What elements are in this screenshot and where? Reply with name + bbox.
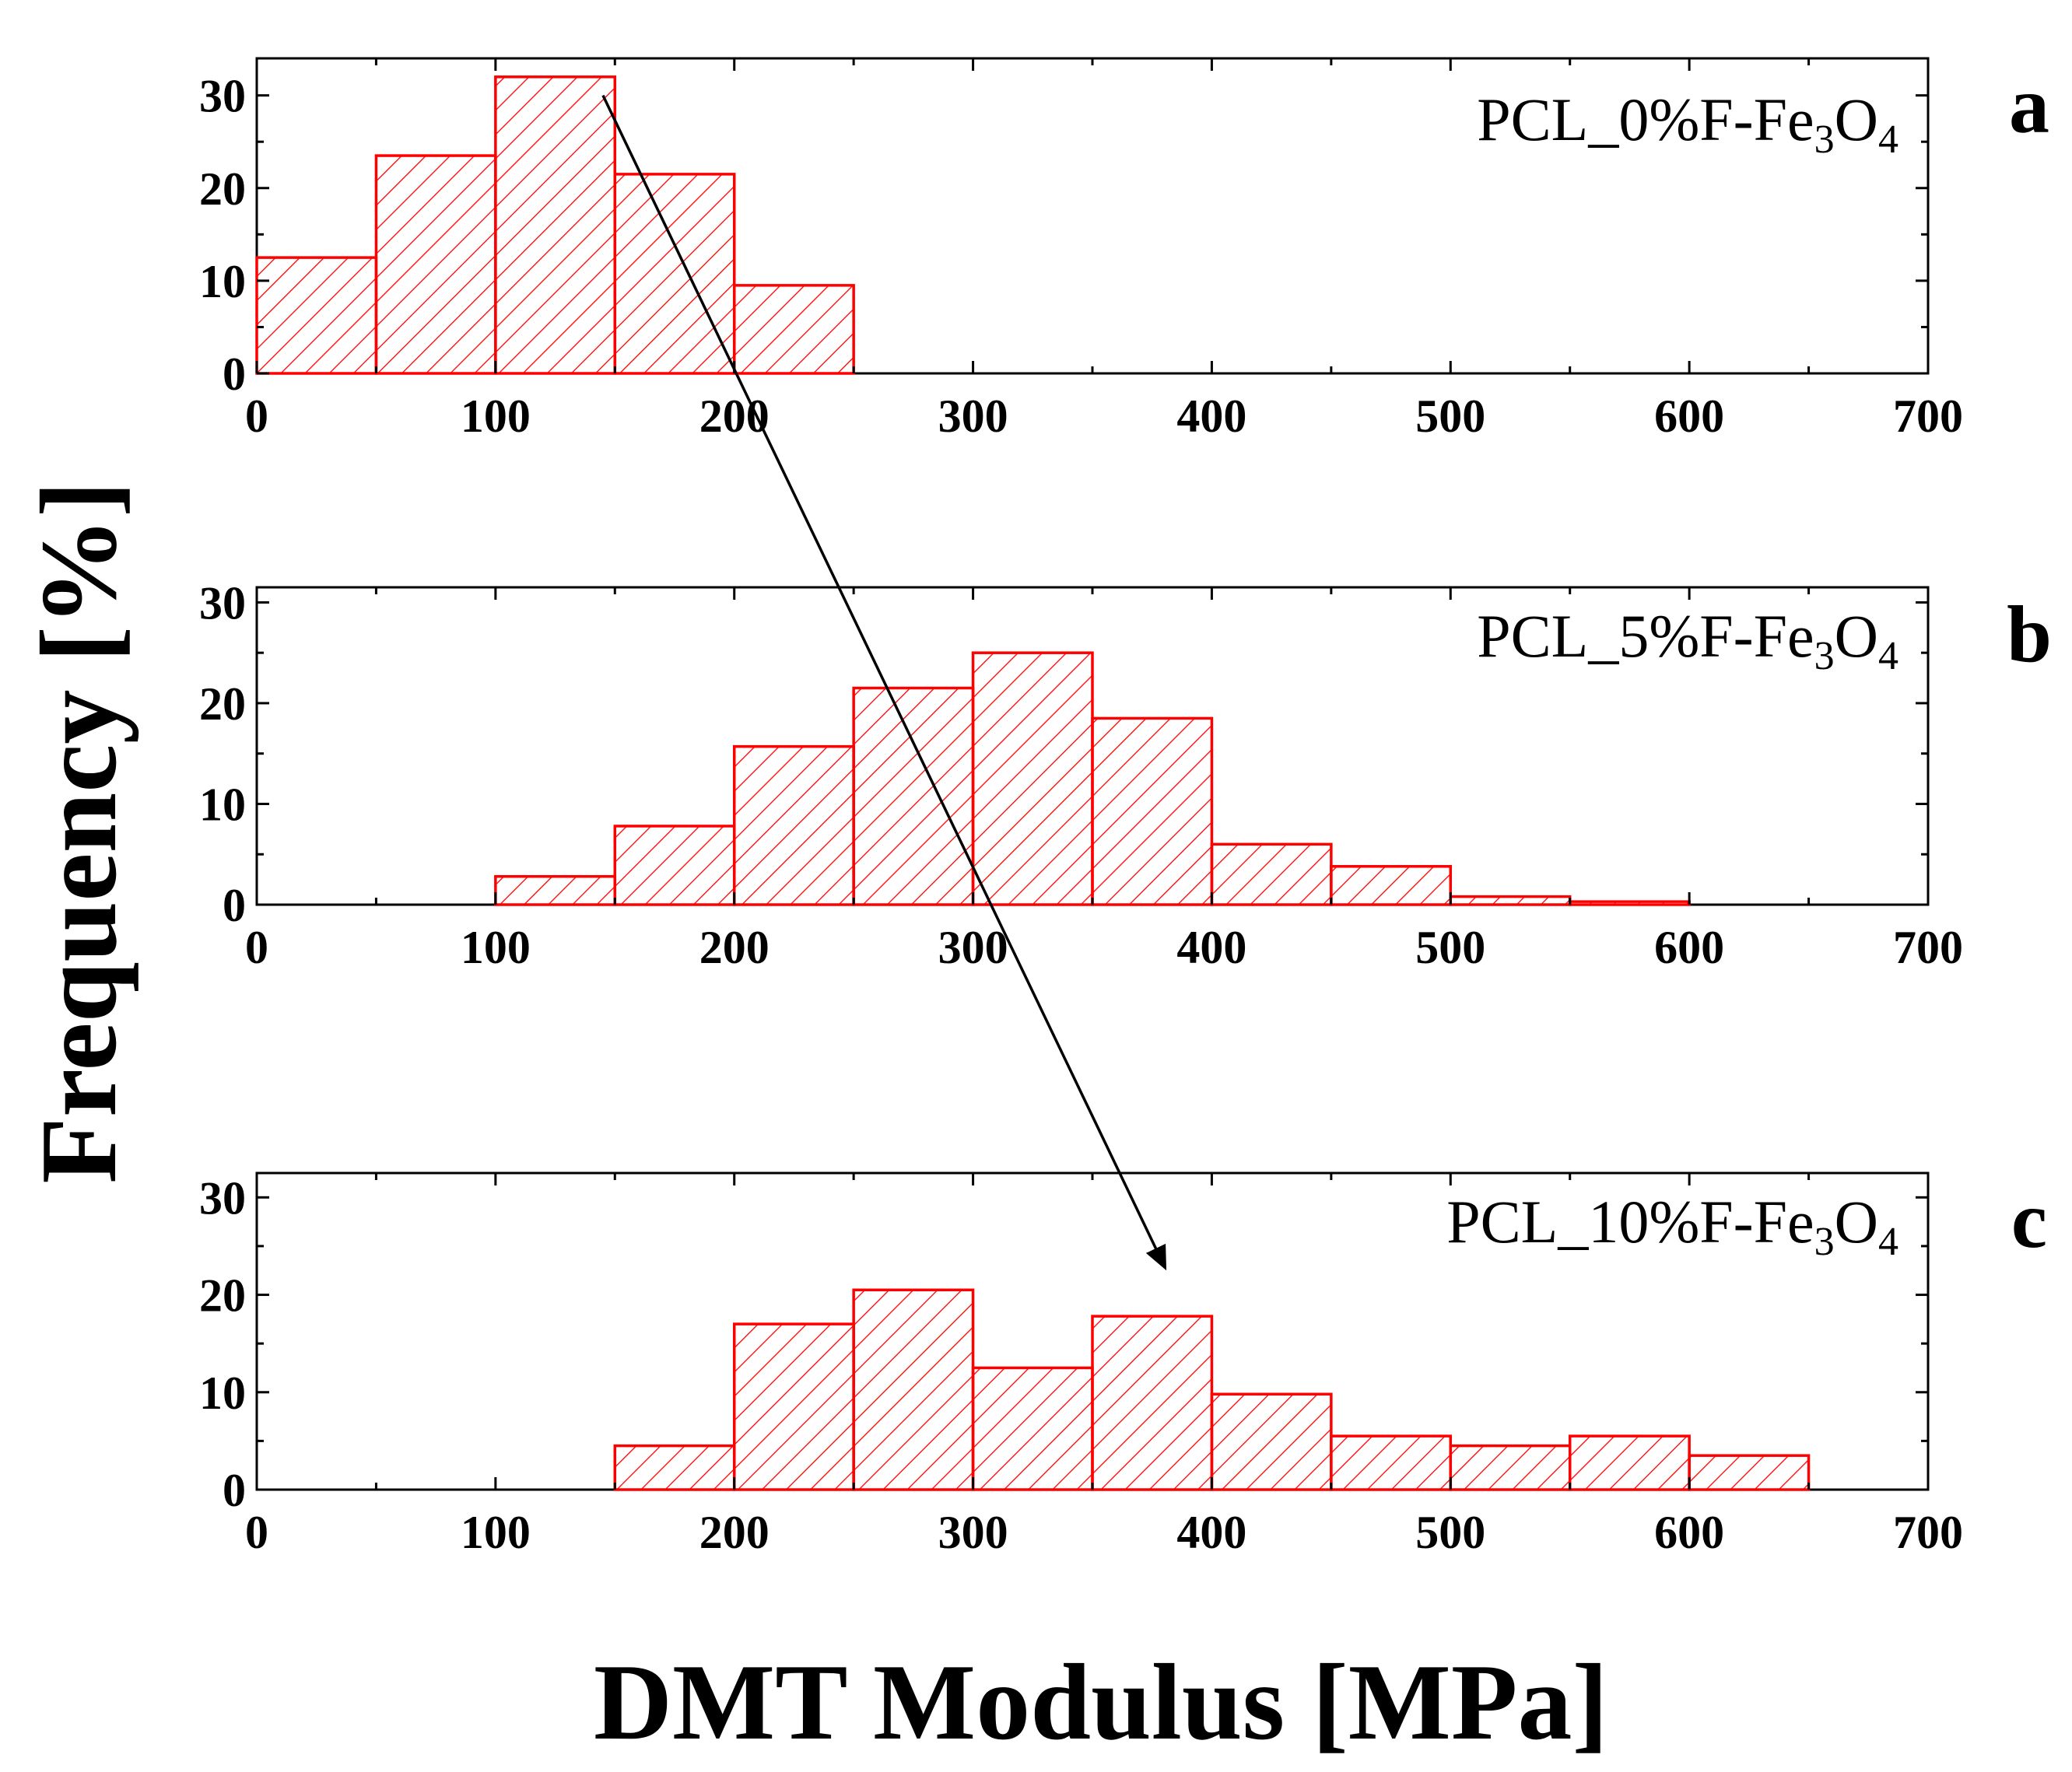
- histogram-bar: [1330, 865, 1453, 906]
- x-tick-label: 500: [1415, 390, 1485, 442]
- x-tick-label: 0: [245, 390, 268, 442]
- x-tick-label: 300: [938, 390, 1008, 442]
- y-tick-label: 30: [199, 1172, 246, 1224]
- histogram-bar: [374, 154, 497, 375]
- panel-letter: c: [2011, 1175, 2047, 1265]
- sample-label: PCL_10%F-Fe3O4: [1446, 1188, 1898, 1264]
- histogram-bar: [613, 1444, 736, 1491]
- panel-a-histogram: 0 100 200 300 400 500 600 700 0 10 20 30 PCL_0%F-Fe3…: [199, 57, 2049, 442]
- histogram-bar: [852, 686, 975, 906]
- x-tick-label: 200: [699, 1507, 770, 1558]
- x-tick-label: 100: [461, 922, 531, 973]
- histogram-bar: [732, 1322, 855, 1491]
- x-tick-label: 700: [1893, 1507, 1963, 1558]
- x-tick-label: 700: [1893, 390, 1963, 442]
- y-tick-label: 20: [199, 678, 246, 730]
- panel-letter: a: [2009, 61, 2049, 150]
- y-tick-label: 0: [223, 1465, 246, 1516]
- histogram-bar: [494, 75, 617, 375]
- x-tick-label: 0: [245, 1507, 268, 1558]
- histogram-bar: [1449, 895, 1572, 906]
- histogram-bar: [971, 1366, 1094, 1491]
- x-tick-label: 700: [1893, 922, 1963, 973]
- histogram-bar: [494, 874, 617, 906]
- histogram-bar: [1210, 1392, 1333, 1491]
- x-tick-label: 500: [1415, 922, 1485, 973]
- sample-label: PCL_0%F-Fe3O4: [1477, 86, 1898, 162]
- panel-letter: b: [2007, 590, 2052, 679]
- x-tick-label: 300: [938, 1507, 1008, 1558]
- x-tick-label: 100: [461, 1507, 531, 1558]
- histogram-bar: [852, 1288, 975, 1491]
- sample-label: PCL_5%F-Fe3O4: [1477, 602, 1898, 678]
- histogram-bar: [1091, 1315, 1214, 1491]
- y-tick-label: 10: [199, 779, 246, 830]
- x-tick-label: 600: [1654, 390, 1724, 442]
- x-tick-label: 600: [1654, 922, 1724, 973]
- x-tick-label: 200: [699, 922, 770, 973]
- histogram-bar: [613, 173, 736, 375]
- panel-b-histogram: 0 100 200 300 400 500 600 700 0 10 20 30 PCL_5%F-Fe3…: [199, 577, 2052, 973]
- histogram-bar: [1210, 842, 1333, 906]
- histogram-bar: [1568, 900, 1691, 906]
- x-tick-label: 500: [1415, 1507, 1485, 1558]
- histogram-bar: [732, 284, 855, 375]
- histogram-bar: [732, 744, 855, 906]
- histogram-bar: [1330, 1434, 1453, 1491]
- histogram-bar: [255, 256, 378, 375]
- histogram-bar: [1688, 1454, 1811, 1491]
- x-tick-label: 300: [938, 922, 1008, 973]
- trend-arrow: [601, 94, 1167, 1271]
- panel-c-histogram: 0 100 200 300 400 500 600 700 0 10 20 30 PCL_10%F-Fe…: [199, 1171, 2047, 1558]
- histogram-bar: [1449, 1444, 1572, 1491]
- y-tick-label: 0: [223, 880, 246, 931]
- x-tick-label: 400: [1176, 390, 1246, 442]
- histogram-bar: [1568, 1434, 1691, 1491]
- histogram-bar: [1091, 716, 1214, 906]
- x-tick-label: 200: [699, 390, 770, 442]
- x-axis-title: DMT Modulus [MPa]: [594, 1642, 1608, 1763]
- y-tick-label: 20: [199, 163, 246, 215]
- x-tick-label: 100: [461, 390, 531, 442]
- x-tick-label: 600: [1654, 1507, 1724, 1558]
- x-tick-label: 0: [245, 922, 268, 973]
- x-tick-label: 400: [1176, 1507, 1246, 1558]
- y-tick-label: 10: [199, 256, 246, 307]
- histogram-bar: [613, 825, 736, 906]
- y-tick-label: 30: [199, 71, 246, 122]
- x-tick-label: 400: [1176, 922, 1246, 973]
- y-axis-title: Frequency [%]: [19, 481, 139, 1183]
- y-tick-label: 0: [223, 348, 246, 400]
- histogram-bar: [971, 651, 1094, 906]
- y-tick-label: 10: [199, 1368, 246, 1419]
- y-tick-label: 30: [199, 577, 246, 629]
- y-tick-label: 20: [199, 1270, 246, 1322]
